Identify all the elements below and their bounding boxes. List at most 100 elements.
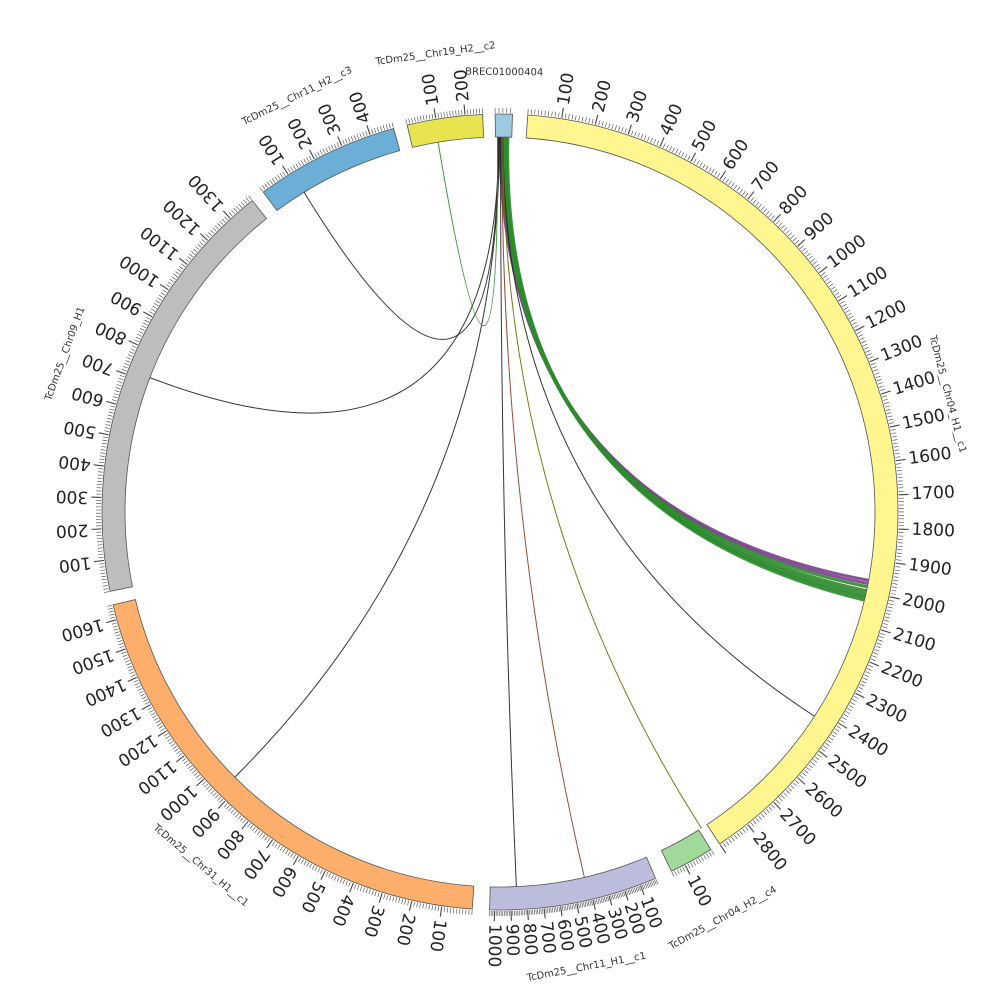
link bbox=[149, 137, 500, 414]
ideogram-tcdm25-chr11-h1-c1 bbox=[489, 856, 657, 911]
tick-label: 100 bbox=[682, 872, 715, 910]
tick-label: 500 bbox=[296, 878, 328, 916]
tick-label: 2100 bbox=[891, 624, 938, 656]
tick-label: 2500 bbox=[824, 751, 871, 793]
ticks-3 bbox=[489, 879, 659, 921]
link bbox=[234, 137, 500, 778]
tick-label: 200 bbox=[451, 68, 474, 102]
tick-label: 900 bbox=[801, 208, 839, 245]
sequence-name: TcDm25__Chr19_H2__c2 bbox=[374, 40, 496, 68]
ideogram-tcdm25-chr11-h2-c3 bbox=[262, 127, 401, 212]
tick-label: 2400 bbox=[844, 721, 891, 761]
sequence-name: TcDm25__Chr04_H1__c1 bbox=[926, 333, 968, 454]
tick-label: 300 bbox=[359, 903, 388, 940]
tick-label: 1500 bbox=[69, 644, 117, 678]
tick-label: 300 bbox=[55, 486, 88, 507]
sequence-name: TcDm25__Chr11_H1__c1 bbox=[525, 951, 647, 985]
tick-label: 100 bbox=[419, 72, 444, 107]
ticks-7 bbox=[405, 104, 483, 125]
tick-label: 1300 bbox=[97, 702, 145, 740]
tick-label: 300 bbox=[314, 100, 345, 138]
tick-label: 2300 bbox=[862, 690, 910, 727]
ideogram-tcdm25-chr04-h2-c4 bbox=[660, 829, 712, 872]
tick-label: 2800 bbox=[748, 829, 791, 875]
tick-label: 200 bbox=[56, 520, 89, 541]
tick-label: 1000 bbox=[116, 250, 163, 291]
tick-label: 900 bbox=[107, 286, 145, 319]
tick-label: 200 bbox=[589, 78, 616, 114]
tick-label: 1600 bbox=[907, 444, 952, 469]
tick-label: 700 bbox=[79, 349, 116, 379]
tick-label: 400 bbox=[327, 891, 358, 929]
tick-label: 1000 bbox=[155, 781, 201, 825]
tick-label: 1900 bbox=[907, 555, 952, 580]
tick-label: 2200 bbox=[878, 658, 926, 693]
tick-label: 700 bbox=[748, 157, 784, 195]
tick-label: 1100 bbox=[844, 263, 891, 303]
tick-label: 800 bbox=[92, 317, 130, 349]
tick-label: 1100 bbox=[134, 756, 180, 798]
tick-label: 400 bbox=[656, 101, 687, 139]
tick-label: 1200 bbox=[862, 296, 910, 333]
tick-label: 1300 bbox=[878, 331, 926, 366]
tick-label: 800 bbox=[775, 182, 812, 219]
link bbox=[437, 137, 498, 327]
tick-label: 600 bbox=[553, 918, 578, 953]
link bbox=[502, 137, 702, 829]
tick-label: 800 bbox=[212, 825, 248, 863]
tick-label: 2700 bbox=[775, 805, 819, 850]
tick-label: 900 bbox=[187, 804, 224, 841]
ticks-6 bbox=[259, 122, 394, 192]
tick-label: 200 bbox=[392, 912, 419, 948]
tick-label: 100 bbox=[554, 71, 579, 106]
tick-label: 1100 bbox=[137, 222, 183, 265]
tick-label: 1600 bbox=[59, 614, 106, 645]
tick-label: 1700 bbox=[911, 482, 955, 504]
ideogram-layer bbox=[101, 113, 899, 911]
tick-label: 600 bbox=[267, 862, 301, 900]
tick-label: 100 bbox=[255, 130, 289, 168]
ticks-1 bbox=[527, 107, 909, 854]
ticks-5 bbox=[91, 195, 252, 593]
tick-label: 300 bbox=[623, 88, 652, 125]
tick-label: 2000 bbox=[900, 590, 947, 619]
ideogram-tcdm25-chr04-h1-c1 bbox=[525, 114, 899, 845]
tick-label: 200 bbox=[284, 114, 317, 152]
ticks-4 bbox=[106, 604, 473, 917]
tick-label: 100 bbox=[58, 552, 93, 576]
link bbox=[500, 137, 517, 887]
tick-label: 1400 bbox=[891, 368, 938, 400]
tick-label: 700 bbox=[238, 845, 273, 883]
tick-label: 400 bbox=[57, 451, 92, 475]
link bbox=[502, 137, 815, 717]
ideogram-tcdm25-chr09-h1 bbox=[101, 199, 268, 592]
sequence-name: TcDm25__Chr04_H2__c4 bbox=[666, 884, 778, 952]
tick-label: 2600 bbox=[801, 779, 847, 823]
ideogram-brec01000404 bbox=[494, 113, 513, 138]
ideogram-tcdm25-chr31-h1-c1 bbox=[112, 599, 475, 910]
tick-label: 400 bbox=[346, 89, 375, 126]
ticks-2 bbox=[671, 850, 715, 877]
tick-label: 100 bbox=[425, 918, 450, 953]
link bbox=[498, 136, 869, 582]
link bbox=[303, 137, 499, 340]
tick-label: 900 bbox=[501, 924, 522, 957]
tick-label: 600 bbox=[69, 382, 106, 410]
tick-label: 1200 bbox=[160, 195, 205, 239]
tick-label: 1000 bbox=[484, 924, 505, 968]
tick-label: 500 bbox=[688, 117, 721, 155]
tick-label: 500 bbox=[62, 416, 98, 442]
tick-label: 1800 bbox=[911, 520, 955, 542]
tick-label: 1300 bbox=[185, 170, 229, 215]
tick-label: 1000 bbox=[824, 231, 871, 273]
sequence-name: BREC01000404 bbox=[465, 67, 543, 79]
link bbox=[506, 137, 865, 602]
link bbox=[501, 137, 585, 878]
tick-label: 600 bbox=[719, 136, 754, 174]
links-layer bbox=[149, 136, 869, 887]
tick-label: 1500 bbox=[900, 405, 947, 434]
ideogram-tcdm25-chr19-h2-c2 bbox=[406, 113, 485, 148]
tick-label: 800 bbox=[519, 922, 541, 956]
tick-label: 1200 bbox=[114, 730, 161, 770]
